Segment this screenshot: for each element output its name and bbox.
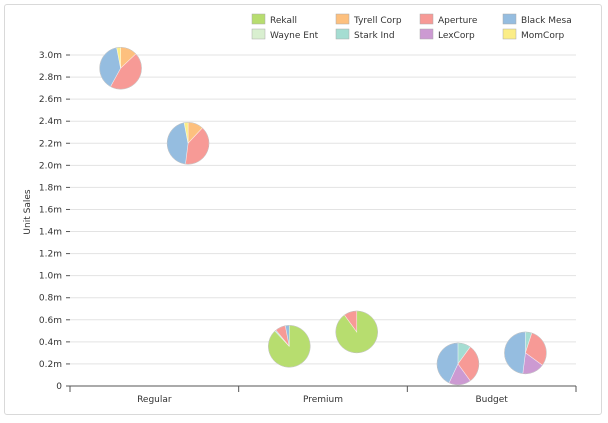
legend-label: MomCorp	[521, 31, 565, 41]
pie-outline	[166, 122, 210, 165]
legend-label: Stark Ind	[354, 31, 395, 41]
y-tick-label: 0.8m	[39, 294, 62, 304]
pie-bubbles	[99, 46, 547, 386]
y-tick-label: 0.4m	[39, 338, 62, 348]
y-tick-label: 2.4m	[39, 117, 62, 127]
x-tick-label: Premium	[303, 395, 343, 405]
legend-swatch	[419, 28, 434, 40]
y-axis-title: Unit Sales	[23, 189, 33, 234]
x-tick-label: Budget	[475, 395, 508, 405]
legend-swatch	[419, 13, 434, 25]
y-tick-label: 1.4m	[39, 228, 62, 238]
y-tick-label: 3.0m	[39, 51, 62, 61]
x-tick-label: Regular	[137, 395, 172, 405]
pie-bubble	[504, 331, 547, 375]
y-tick-label: 2.8m	[39, 73, 62, 83]
legend-swatch	[502, 13, 517, 25]
pie-bubble	[166, 121, 210, 165]
y-tick-label: 1.0m	[39, 272, 62, 282]
pie-bubble	[99, 46, 142, 90]
legend-label: Rekall	[270, 16, 297, 26]
legend-swatch	[251, 13, 266, 25]
legend-label: Black Mesa	[521, 16, 572, 26]
x-axis: Regular Premium Budget	[69, 385, 577, 405]
legend-label: Wayne Ent	[270, 31, 319, 41]
y-tick-label: 2.2m	[39, 139, 62, 149]
y-tick-label: 2.0m	[39, 161, 62, 171]
pie-outline	[436, 342, 480, 386]
legend-swatch	[335, 13, 350, 25]
legend-swatch	[335, 28, 350, 40]
legend-label: Tyrell Corp	[353, 16, 402, 26]
pie-bubble	[335, 310, 379, 354]
legend-label: Aperture	[438, 16, 478, 26]
y-tick-label: 1.6m	[39, 205, 62, 215]
y-tick-label: 2.6m	[39, 95, 62, 105]
y-tick-label: 1.8m	[39, 183, 62, 193]
legend-swatch	[502, 28, 517, 40]
pie-outline	[504, 331, 547, 375]
grid-lines	[70, 54, 576, 365]
legend-swatch	[251, 28, 266, 40]
pie-slice	[504, 331, 526, 375]
pie-bubble	[436, 342, 480, 386]
legend: Rekall Wayne Ent Tyrell Corp Stark Ind Apert…	[251, 13, 572, 41]
legend-label: LexCorp	[438, 31, 475, 41]
pie-outline	[335, 310, 378, 354]
pie-bubble	[268, 324, 311, 368]
y-tick-label: 0.2m	[39, 360, 62, 370]
pie-outline	[268, 325, 311, 368]
pie-outline	[99, 46, 142, 90]
y-tick-label: 0	[56, 382, 62, 392]
pie-slice	[166, 122, 189, 165]
y-tick-label: 0.6m	[39, 316, 62, 326]
y-axis: 0 0.2m 0.4m 0.6m 0.8m 1.0m 1.2m 1.4m 1.6m 1.8m 2.0…	[39, 51, 70, 392]
y-tick-label: 1.2m	[39, 250, 62, 260]
